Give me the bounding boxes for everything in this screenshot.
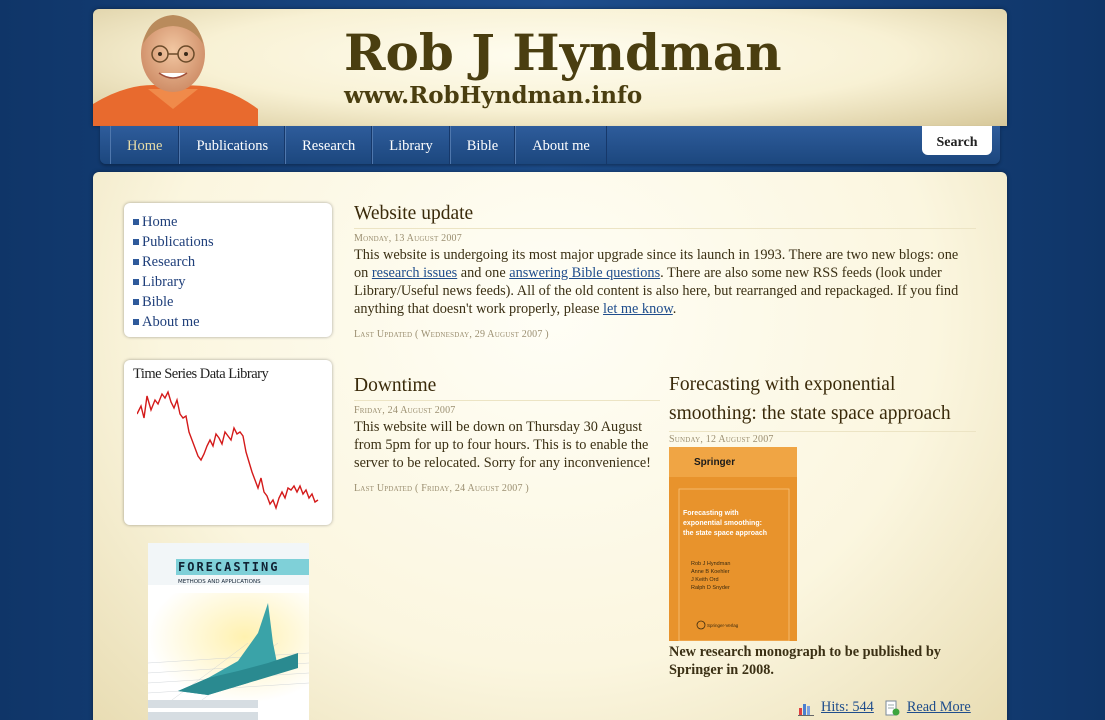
sidebar-item-label: Library	[142, 273, 186, 290]
sidebar-item-library[interactable]: Library	[133, 272, 332, 292]
nav-home[interactable]: Home	[110, 126, 180, 164]
bullet-icon	[133, 299, 139, 305]
book-title-text: FORECASTING	[178, 560, 279, 574]
sidebar-item-home[interactable]: Home	[133, 212, 332, 232]
article-body: This website is undergoing its most majo…	[354, 247, 959, 317]
let-me-know-link[interactable]: let me know	[603, 301, 673, 317]
publisher-name: Springer	[694, 457, 735, 468]
last-updated: Last Updated ( Friday, 24 August 2007 )	[354, 483, 529, 494]
bullet-icon	[133, 239, 139, 245]
sidebar-item-publications[interactable]: Publications	[133, 232, 332, 252]
article-body: This website will be down on Thursday 30…	[354, 419, 651, 471]
hits-link[interactable]: Hits: 544	[821, 699, 874, 715]
nav-research[interactable]: Research	[285, 126, 373, 164]
nav-bible[interactable]: Bible	[449, 126, 516, 164]
sidebar-item-about-me[interactable]: About me	[133, 312, 332, 332]
sidebar-item-label: About me	[142, 313, 200, 330]
article-date: Monday, 13 August 2007	[354, 233, 462, 244]
article-title[interactable]: Forecasting with exponential smoothing: …	[669, 370, 976, 432]
svg-text:Forecasting with exponen: Forecasting with exponential smoothing: …	[683, 510, 767, 537]
article-title[interactable]: Downtime	[354, 375, 660, 401]
bullet-icon	[133, 259, 139, 265]
author-1: Rob J Hyndman	[691, 561, 730, 567]
site-header: Rob J Hyndman www.RobHyndman.info	[93, 9, 1007, 126]
sidebar-item-label: Bible	[142, 293, 174, 310]
search-button[interactable]: Search	[922, 126, 992, 155]
article-footer-links: Hits: 544 Read More	[798, 699, 971, 716]
nav-about-me[interactable]: About me	[515, 126, 607, 164]
nav-library[interactable]: Library	[372, 126, 450, 164]
time-series-library-box[interactable]: Time Series Data Library	[124, 360, 332, 525]
imprint-name: Springer-Verlag	[707, 623, 739, 628]
time-series-sparkline	[137, 390, 319, 511]
site-url: www.RobHyndman.info	[344, 82, 643, 109]
site-title: Rob J Hyndman	[344, 23, 782, 82]
bible-questions-link[interactable]: answering Bible questions	[509, 265, 661, 281]
author-2: Anne B Koehler	[691, 569, 730, 575]
article-date: Friday, 24 August 2007	[354, 405, 456, 416]
forecasting-book-cover[interactable]: FORECASTING METHODS AND APPLICATIONS	[148, 543, 309, 720]
sidebar-menu: Home Publications Research Library Bible…	[124, 203, 332, 337]
read-more-link[interactable]: Read More	[906, 699, 971, 715]
last-updated: Last Updated ( Wednesday, 29 August 2007…	[354, 329, 549, 340]
svg-text:Rob J Hyndman Anne B Koe: Rob J Hyndman Anne B Koehler J Keith Ord…	[691, 561, 732, 591]
author-4: Ralph D Snyder	[691, 585, 730, 591]
author-portrait	[93, 15, 258, 126]
sidebar-item-label: Research	[142, 253, 196, 270]
bullet-icon	[133, 279, 139, 285]
main-navigation: Home Publications Research Library Bible…	[100, 126, 1000, 164]
read-more-icon	[885, 700, 900, 715]
bullet-icon	[133, 319, 139, 325]
research-issues-link[interactable]: research issues	[371, 265, 458, 281]
article-date: Sunday, 12 August 2007	[669, 434, 774, 445]
bullet-icon	[133, 219, 139, 225]
book-subtitle-text: METHODS AND APPLICATIONS	[178, 579, 261, 585]
monograph-note: New research monograph to be published b…	[669, 644, 941, 678]
sidebar-item-bible[interactable]: Bible	[133, 292, 332, 312]
article-title[interactable]: Website update	[354, 203, 976, 229]
sidebar-item-label: Home	[142, 213, 178, 230]
author-3: J Keith Ord	[691, 577, 719, 583]
springer-book-cover[interactable]: Springer Forecasting with exponential sm…	[669, 447, 797, 641]
sidebar-item-research[interactable]: Research	[133, 252, 332, 272]
nav-list: Home Publications Research Library Bible…	[110, 126, 607, 164]
sidebar-item-label: Publications	[142, 233, 214, 250]
nav-publications[interactable]: Publications	[179, 126, 286, 164]
hits-chart-icon	[798, 703, 814, 716]
main-content: Home Publications Research Library Bible…	[93, 172, 1007, 720]
ts-library-title: Time Series Data Library	[133, 366, 269, 382]
